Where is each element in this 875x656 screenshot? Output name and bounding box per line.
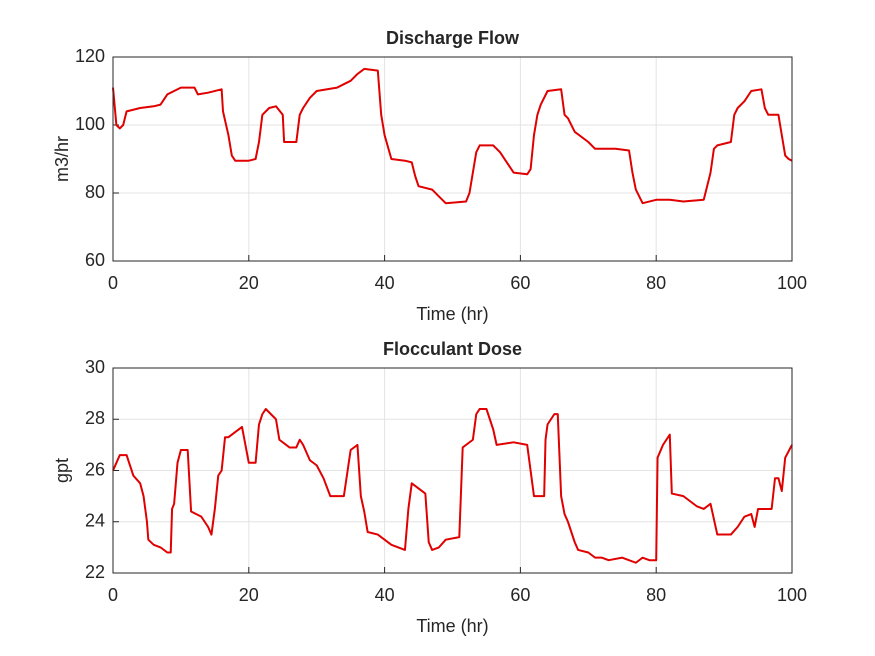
x-tick-label: 80 [646,273,666,293]
axes-box [112,56,793,262]
data-line [112,408,793,564]
y-tick-label: 120 [75,46,105,66]
y-axis-label: gpt [52,458,72,483]
x-tick-label: 40 [375,273,395,293]
x-tick-label: 60 [510,273,530,293]
plot-area [113,57,792,261]
x-tick-label: 100 [777,273,807,293]
y-axis-label: m3/hr [52,136,72,182]
y-tick-label: 28 [85,408,105,428]
y-tick-label: 30 [85,357,105,377]
chart-title: Flocculant Dose [383,339,522,359]
x-tick-label: 20 [239,273,259,293]
y-tick-label: 22 [85,562,105,582]
x-tick-label: 0 [108,585,118,605]
x-tick-label: 80 [646,585,666,605]
x-tick-label: 0 [108,273,118,293]
x-tick-label: 20 [239,585,259,605]
x-tick-label: 40 [375,585,395,605]
axes-box [112,367,793,574]
y-tick-label: 100 [75,114,105,134]
x-axis-label: Time (hr) [416,616,488,636]
x-tick-label: 100 [777,585,807,605]
data-line [112,67,793,205]
x-tick-label: 60 [510,585,530,605]
y-tick-label: 26 [85,459,105,479]
chart-title: Discharge Flow [386,28,520,48]
y-tick-label: 24 [85,511,105,531]
x-axis-label: Time (hr) [416,304,488,324]
y-tick-label: 80 [85,182,105,202]
y-tick-label: 60 [85,250,105,270]
